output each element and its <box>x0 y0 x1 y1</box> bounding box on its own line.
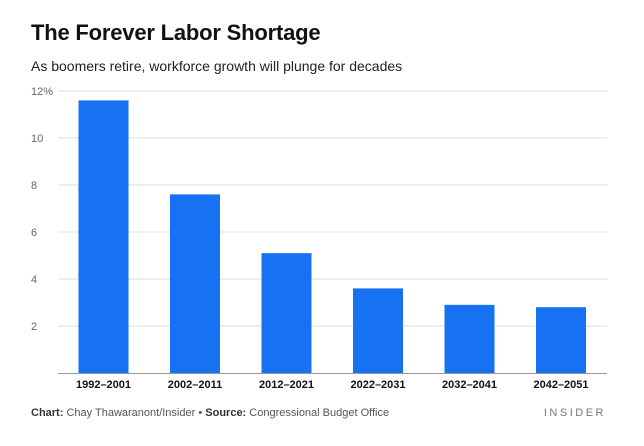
chart-subtitle: As boomers retire, workforce growth will… <box>31 58 403 74</box>
bars <box>78 100 586 374</box>
y-tick-label: 12% <box>31 86 53 98</box>
gridlines <box>58 90 607 327</box>
bar <box>78 100 129 374</box>
bar <box>444 304 495 373</box>
x-tick-label: 2042–2051 <box>533 379 588 391</box>
y-tick-label: 8 <box>31 180 37 192</box>
y-tick-label: 2 <box>31 321 37 333</box>
y-tick-label: 4 <box>31 274 37 286</box>
x-axis-labels: 1992–2001 2002–2011 2012–2021 2022–2031 2032… <box>76 379 589 391</box>
chart-title: The Forever Labor Shortage <box>31 20 321 45</box>
bar <box>536 307 586 373</box>
x-tick-label: 1992–2001 <box>76 379 131 391</box>
bar <box>353 288 403 373</box>
bar <box>261 253 312 373</box>
y-axis-ticks: 2 4 6 8 10 12% <box>31 86 53 333</box>
y-tick-label: 10 <box>31 133 43 145</box>
x-tick-label: 2012–2021 <box>259 379 314 391</box>
insider-logo: INSIDER <box>543 407 606 419</box>
chart-credit: Chay Thawaranont/Insider <box>66 407 196 419</box>
y-tick-label: 6 <box>31 227 37 239</box>
source-credit: Congressional Budget Office <box>249 407 390 419</box>
chart-credit-label: Chart: <box>31 407 64 419</box>
bar <box>170 194 220 373</box>
x-tick-label: 2032–2041 <box>442 379 497 391</box>
source-label: Source: <box>205 407 247 419</box>
x-tick-label: 2022–2031 <box>350 379 405 391</box>
footer-separator: • <box>198 407 203 419</box>
x-tick-label: 2002–2011 <box>168 379 222 391</box>
chart-footer: Chart: Chay Thawaranont/Insider • Source… <box>31 407 389 419</box>
